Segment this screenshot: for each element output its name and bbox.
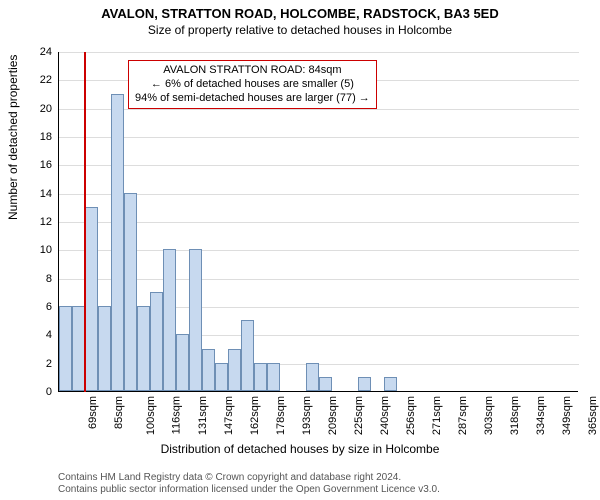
ytick-label: 0 <box>22 386 52 398</box>
ytick-label: 16 <box>22 159 52 171</box>
histogram-bar <box>163 249 176 391</box>
gridline <box>59 250 579 251</box>
xtick-label: 116sqm <box>170 396 182 434</box>
histogram-bar <box>137 306 150 391</box>
histogram-bar <box>306 363 319 391</box>
histogram-bar <box>85 207 98 391</box>
gridline <box>59 194 579 195</box>
histogram-bar <box>215 363 228 391</box>
histogram-bar <box>59 306 72 391</box>
chart-container: AVALON, STRATTON ROAD, HOLCOMBE, RADSTOC… <box>0 0 600 500</box>
xtick-label: 100sqm <box>145 396 157 435</box>
histogram-bar <box>111 94 124 392</box>
histogram-bar <box>384 377 397 391</box>
xtick-label: 225sqm <box>353 396 365 435</box>
annotation-line1: AVALON STRATTON ROAD: 84sqm <box>135 64 370 78</box>
xtick-label: 334sqm <box>535 396 547 435</box>
xtick-label: 303sqm <box>483 396 495 435</box>
xtick-label: 85sqm <box>113 396 125 429</box>
annotation-line2: ← 6% of detached houses are smaller (5) <box>135 78 370 92</box>
xtick-label: 318sqm <box>509 396 521 435</box>
histogram-bar <box>319 377 332 391</box>
ytick-label: 12 <box>22 216 52 228</box>
ytick-label: 14 <box>22 188 52 200</box>
xtick-label: 147sqm <box>223 396 235 435</box>
x-axis-label: Distribution of detached houses by size … <box>0 442 600 456</box>
xtick-label: 193sqm <box>301 396 313 435</box>
histogram-bar <box>202 349 215 392</box>
xtick-label: 271sqm <box>431 396 443 435</box>
xtick-label: 131sqm <box>197 396 209 435</box>
ytick-label: 6 <box>22 301 52 313</box>
xtick-label: 256sqm <box>405 396 417 435</box>
histogram-bar <box>241 320 254 391</box>
chart-area: AVALON STRATTON ROAD: 84sqm ← 6% of deta… <box>58 52 578 392</box>
gridline <box>59 137 579 138</box>
ytick-label: 18 <box>22 131 52 143</box>
y-axis-label: Number of detached properties <box>6 55 20 220</box>
histogram-bar <box>124 193 137 391</box>
gridline <box>59 165 579 166</box>
ytick-label: 4 <box>22 329 52 341</box>
histogram-bar <box>267 363 280 391</box>
xtick-label: 365sqm <box>587 396 599 435</box>
histogram-bar <box>98 306 111 391</box>
xtick-label: 178sqm <box>275 396 287 435</box>
gridline <box>59 222 579 223</box>
title-line2: Size of property relative to detached ho… <box>0 21 600 37</box>
xtick-label: 69sqm <box>87 396 99 429</box>
histogram-bar <box>254 363 267 391</box>
footer-text: Contains HM Land Registry data © Crown c… <box>58 472 440 496</box>
xtick-label: 287sqm <box>457 396 469 435</box>
histogram-bar <box>150 292 163 391</box>
histogram-bar <box>228 349 241 392</box>
histogram-bar <box>189 249 202 391</box>
xtick-label: 209sqm <box>327 396 339 435</box>
ytick-label: 8 <box>22 273 52 285</box>
footer-line1: Contains HM Land Registry data © Crown c… <box>58 472 440 484</box>
ytick-label: 2 <box>22 358 52 370</box>
marker-line <box>84 52 86 392</box>
xtick-label: 240sqm <box>379 396 391 435</box>
annotation-box: AVALON STRATTON ROAD: 84sqm ← 6% of deta… <box>128 60 377 109</box>
ytick-label: 10 <box>22 244 52 256</box>
ytick-label: 24 <box>22 46 52 58</box>
histogram-bar <box>176 334 189 391</box>
gridline <box>59 279 579 280</box>
xtick-label: 349sqm <box>561 396 573 435</box>
footer-line2: Contains public sector information licen… <box>58 484 440 496</box>
title-line1: AVALON, STRATTON ROAD, HOLCOMBE, RADSTOC… <box>0 0 600 21</box>
annotation-line3: 94% of semi-detached houses are larger (… <box>135 92 370 106</box>
ytick-label: 22 <box>22 74 52 86</box>
ytick-label: 20 <box>22 103 52 115</box>
gridline <box>59 52 579 53</box>
histogram-bar <box>358 377 371 391</box>
xtick-label: 162sqm <box>249 396 261 435</box>
